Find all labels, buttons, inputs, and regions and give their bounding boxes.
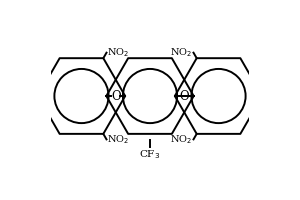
Text: NO$_2$: NO$_2$ [170, 133, 193, 146]
Text: NO$_2$: NO$_2$ [107, 46, 130, 59]
Text: NO$_2$: NO$_2$ [170, 46, 193, 59]
Text: NO$_2$: NO$_2$ [107, 133, 130, 146]
Text: CF$_3$: CF$_3$ [139, 149, 161, 161]
Text: O: O [111, 90, 121, 103]
Text: O: O [179, 90, 189, 103]
